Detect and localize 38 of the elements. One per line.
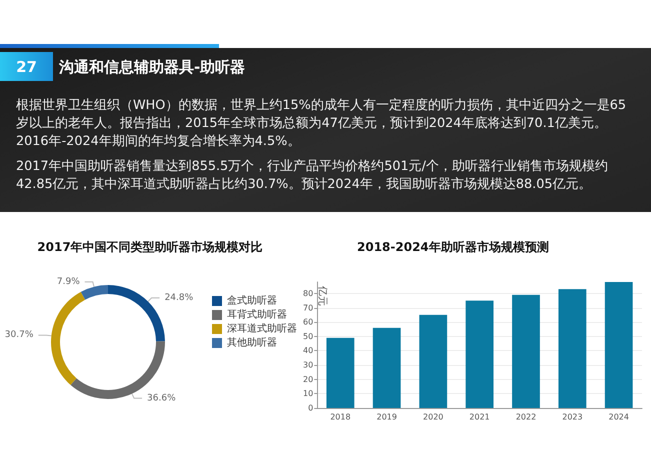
x-tick-label: 2018 (330, 412, 351, 422)
x-tick-label: 2019 (376, 412, 397, 422)
bar (419, 314, 448, 408)
bar (372, 328, 401, 408)
text: 2017年中国助听器销售量达到855.5万个，行业产品平均价格约501元/个，助听器行业销售市场规模约42.85亿元，其中深耳道式助听器占比约30.7%。预计2024年，我国助听器市场规模达88.05亿元。 (16, 158, 609, 194)
x-tick-label: 2022 (516, 412, 536, 422)
y-tick-label: 20 (302, 374, 314, 384)
y-tick-label: 50 (302, 332, 314, 341)
y-tick-label: 70 (302, 303, 314, 312)
data-label: 36.6% (147, 393, 176, 404)
chart-title: 2018-2024年助听器市场规模预测 (357, 240, 549, 254)
y-tick-label: 40 (302, 346, 314, 356)
bar (558, 289, 586, 408)
data-label: 30.7% (4, 330, 34, 340)
y-tick-label: 0 (308, 404, 314, 412)
chart-title: 2017年中国不同类型助听器市场规模对比 (37, 240, 263, 254)
x-tick-label: 2024 (608, 412, 629, 422)
y-tick-label: 80 (302, 288, 314, 298)
y-axis-title: 亿元 (316, 285, 328, 306)
legend-label: 耳背式助听器 (227, 308, 287, 320)
data-label: 24.8% (164, 292, 194, 303)
bar (326, 338, 354, 408)
bar (512, 294, 540, 408)
bar (466, 300, 494, 408)
x-tick-label: 2020 (423, 412, 444, 422)
y-tick-label: 30 (302, 360, 314, 370)
text: 27 (0, 52, 53, 81)
legend-label: 其他助听器 (227, 336, 277, 348)
y-tick-label: 10 (302, 389, 314, 398)
y-tick-label: 60 (302, 318, 314, 327)
x-tick-label: 2021 (469, 412, 490, 422)
legend-label: 深耳道式助听器 (227, 322, 297, 334)
legend-label: 盒式助听器 (227, 294, 277, 306)
text: 根据世界卫生组织（WHO）的数据，世界上约15%的成年人有一定程度的听力损伤，其中近四分之一是65岁以上的老年人。报告指出，2015年全球市场总额为47亿美元，预计到2024年底将达到70.1亿美元。2016年-2024年期间的年均复合增长率为4.5%。 (16, 97, 628, 151)
x-tick-label: 2023 (562, 412, 583, 422)
bar (604, 282, 633, 408)
data-label: 7.9% (56, 276, 80, 287)
text: 沟通和信息辅助器具-助听器 (59, 57, 246, 78)
